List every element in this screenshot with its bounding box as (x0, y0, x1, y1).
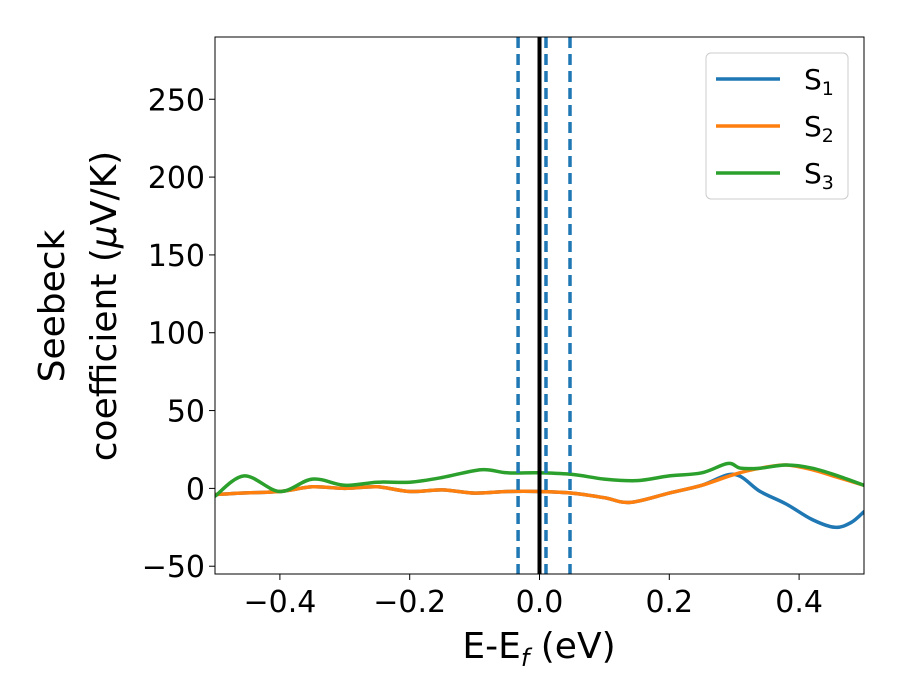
y-tick-label: 100 (148, 317, 205, 352)
x-tick-label: 0.4 (775, 585, 823, 620)
series-layer (215, 461, 864, 530)
y-tick-label: 250 (148, 83, 205, 118)
x-tick-label: 0.2 (645, 585, 693, 620)
legend-label-s2: S2 (804, 110, 834, 147)
legend-label-s3: S3 (804, 157, 834, 194)
x-axis-ticks: −0.4 −0.2 0.0 0.2 0.4 (243, 574, 823, 620)
y-axis-label: Seebeck coefficient (μV/K) (32, 151, 125, 461)
legend: S1 S2 S3 (705, 52, 849, 200)
x-tick-label: −0.4 (243, 585, 316, 620)
y-tick-label: 150 (148, 239, 205, 274)
y-axis-label-line1: Seebeck (32, 229, 73, 382)
x-axis-label: E-Ef (eV) (462, 626, 615, 672)
y-axis-label-line2: coefficient (μV/K) (84, 151, 125, 461)
legend-label-s1: S1 (804, 63, 834, 100)
x-tick-label: −0.2 (373, 585, 446, 620)
y-tick-label: 50 (167, 395, 205, 430)
y-tick-label: −50 (142, 550, 205, 585)
reference-lines (516, 37, 572, 574)
y-tick-label: 0 (186, 472, 205, 507)
y-axis-ticks: −50 0 50 100 150 200 250 (142, 83, 215, 585)
series-line-s3 (215, 461, 864, 498)
x-tick-label: 0.0 (516, 585, 564, 620)
y-tick-label: 200 (148, 161, 205, 196)
